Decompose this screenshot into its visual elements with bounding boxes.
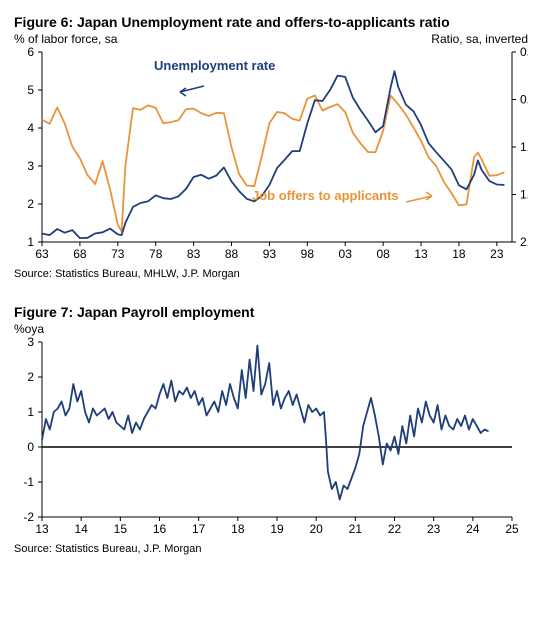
svg-text:2: 2 (27, 370, 34, 384)
svg-text:73: 73 (111, 247, 125, 261)
svg-text:68: 68 (73, 247, 87, 261)
fig6-left-axis-label: % of labor force, sa (14, 32, 117, 46)
svg-text:20: 20 (309, 522, 323, 536)
svg-text:2.0: 2.0 (520, 235, 528, 249)
svg-text:03: 03 (339, 247, 353, 261)
svg-text:19: 19 (270, 522, 284, 536)
fig7-title: Figure 7: Japan Payroll employment (14, 304, 528, 320)
svg-text:98: 98 (301, 247, 315, 261)
svg-text:18: 18 (452, 247, 466, 261)
svg-text:88: 88 (225, 247, 239, 261)
svg-text:0: 0 (27, 440, 34, 454)
svg-text:4: 4 (27, 121, 34, 135)
svg-text:1.5: 1.5 (520, 188, 528, 202)
svg-text:1: 1 (27, 235, 34, 249)
svg-text:24: 24 (466, 522, 480, 536)
svg-text:23: 23 (490, 247, 504, 261)
svg-text:25: 25 (505, 522, 519, 536)
fig7-source: Source: Statistics Bureau, J.P. Morgan (14, 543, 528, 555)
svg-text:17: 17 (192, 522, 206, 536)
svg-text:63: 63 (35, 247, 49, 261)
svg-text:18: 18 (231, 522, 245, 536)
fig7-axis-label: %oya (14, 322, 528, 336)
fig6-right-axis-label: Ratio, sa, inverted (431, 32, 528, 46)
svg-text:5: 5 (27, 83, 34, 97)
svg-text:1.0: 1.0 (520, 140, 528, 154)
fig6-title: Figure 6: Japan Unemployment rate and of… (14, 14, 528, 30)
svg-text:1: 1 (27, 405, 34, 419)
svg-text:13: 13 (414, 247, 428, 261)
svg-text:13: 13 (35, 522, 49, 536)
svg-text:16: 16 (153, 522, 167, 536)
svg-text:21: 21 (349, 522, 363, 536)
fig7-chart: -2-1012313141516171819202122232425 (14, 336, 528, 541)
fig6-chart: 1234560.00.51.01.52.06368737883889398030… (14, 46, 528, 266)
svg-text:23: 23 (427, 522, 441, 536)
svg-text:83: 83 (187, 247, 201, 261)
svg-text:08: 08 (376, 247, 390, 261)
svg-text:0.0: 0.0 (520, 46, 528, 59)
svg-text:-2: -2 (23, 510, 34, 524)
svg-text:0.5: 0.5 (520, 93, 528, 107)
svg-text:2: 2 (27, 197, 34, 211)
svg-text:6: 6 (27, 46, 34, 59)
fig6-source: Source: Statistics Bureau, MHLW, J.P. Mo… (14, 268, 528, 280)
svg-text:15: 15 (114, 522, 128, 536)
svg-text:3: 3 (27, 159, 34, 173)
svg-text:78: 78 (149, 247, 163, 261)
svg-text:22: 22 (388, 522, 402, 536)
svg-text:3: 3 (27, 336, 34, 349)
svg-text:14: 14 (74, 522, 88, 536)
svg-text:-1: -1 (23, 475, 34, 489)
svg-text:93: 93 (263, 247, 277, 261)
